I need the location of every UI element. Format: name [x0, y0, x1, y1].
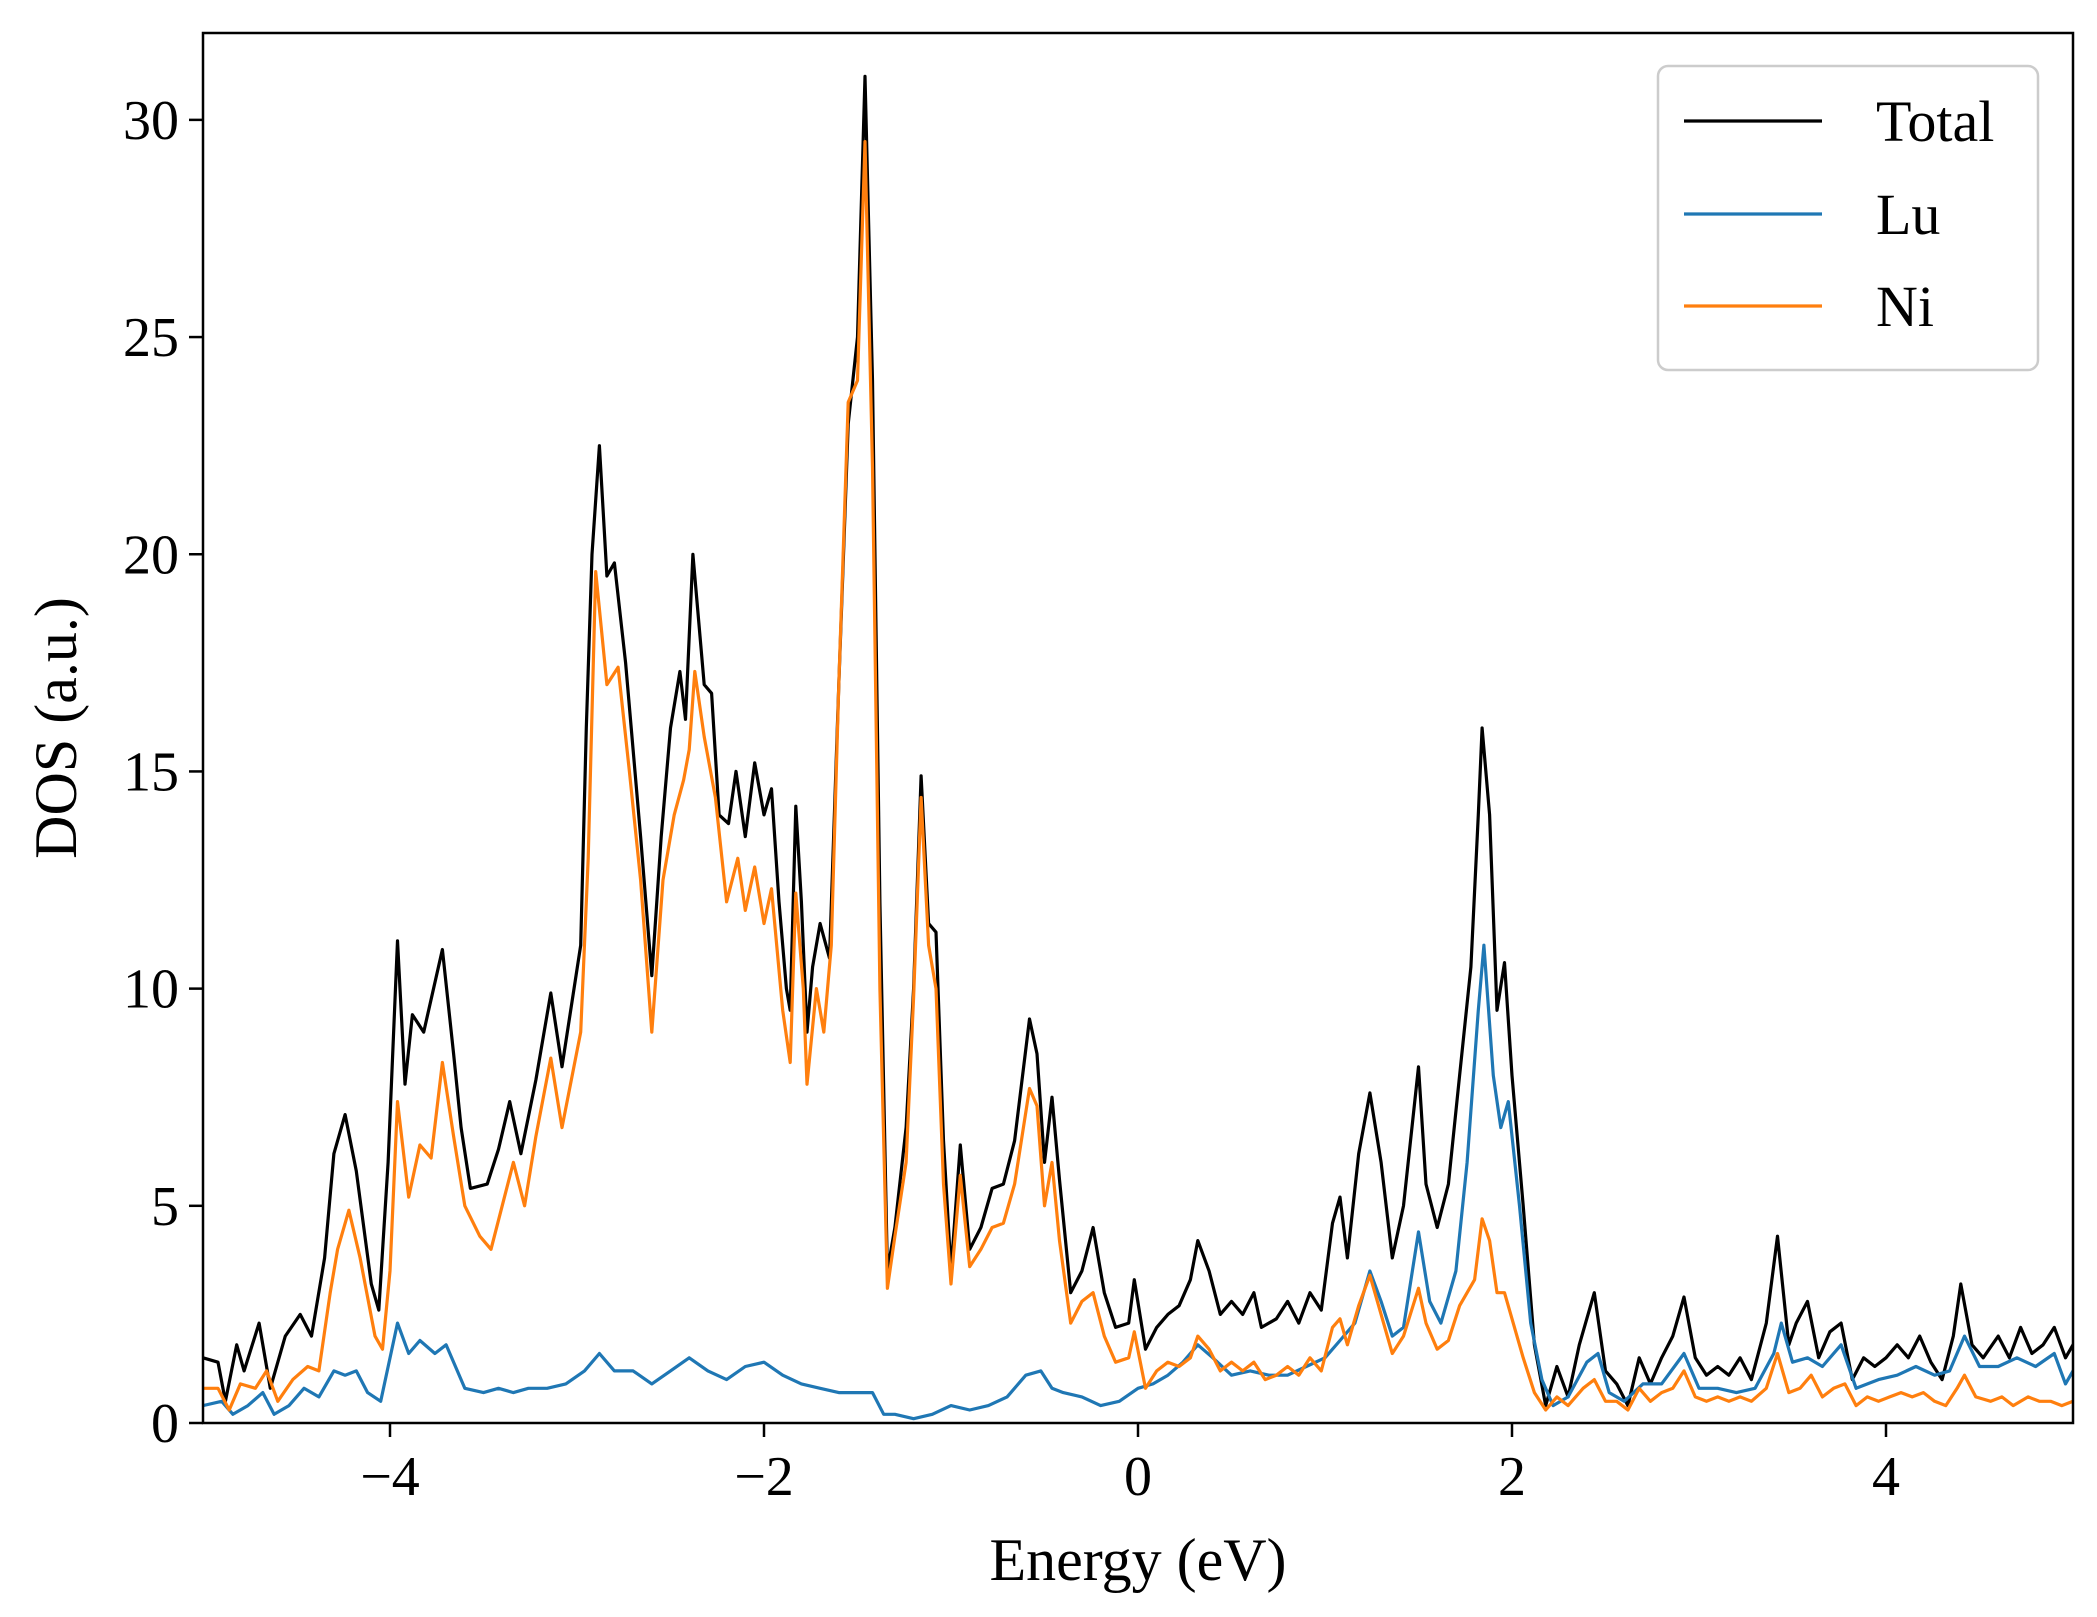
y-tick-label: 10: [123, 959, 179, 1021]
legend-label-lu: Lu: [1876, 182, 1940, 247]
x-tick-label: −4: [360, 1446, 420, 1508]
y-tick-label: 20: [123, 524, 179, 586]
legend-label-ni: Ni: [1876, 274, 1934, 339]
y-axis: 0 5 10 15 20 25 30: [123, 90, 203, 1455]
legend-label-total: Total: [1876, 89, 1994, 154]
series-line-total: [203, 74, 2073, 1408]
y-tick-label: 25: [123, 307, 179, 369]
y-tick-label: 30: [123, 90, 179, 152]
legend-box: [1656, 64, 2040, 372]
x-tick-label: 0: [1124, 1446, 1152, 1508]
series-line-ni: [203, 140, 2073, 1412]
legend: Total Lu Ni: [1656, 64, 2040, 372]
x-axis: −4 −2 0 2 4: [360, 1423, 1900, 1508]
x-axis-label: Energy (eV): [989, 1527, 1286, 1593]
x-tick-label: 2: [1498, 1446, 1526, 1508]
series-line-lu: [203, 943, 2073, 1421]
plot-series: [203, 74, 2073, 1421]
x-tick-label: 4: [1872, 1446, 1900, 1508]
y-tick-label: 15: [123, 741, 179, 803]
y-tick-label: 0: [151, 1393, 179, 1455]
y-axis-label: DOS (a.u.): [23, 597, 89, 859]
x-tick-label: −2: [734, 1446, 794, 1508]
y-tick-label: 5: [151, 1176, 179, 1238]
